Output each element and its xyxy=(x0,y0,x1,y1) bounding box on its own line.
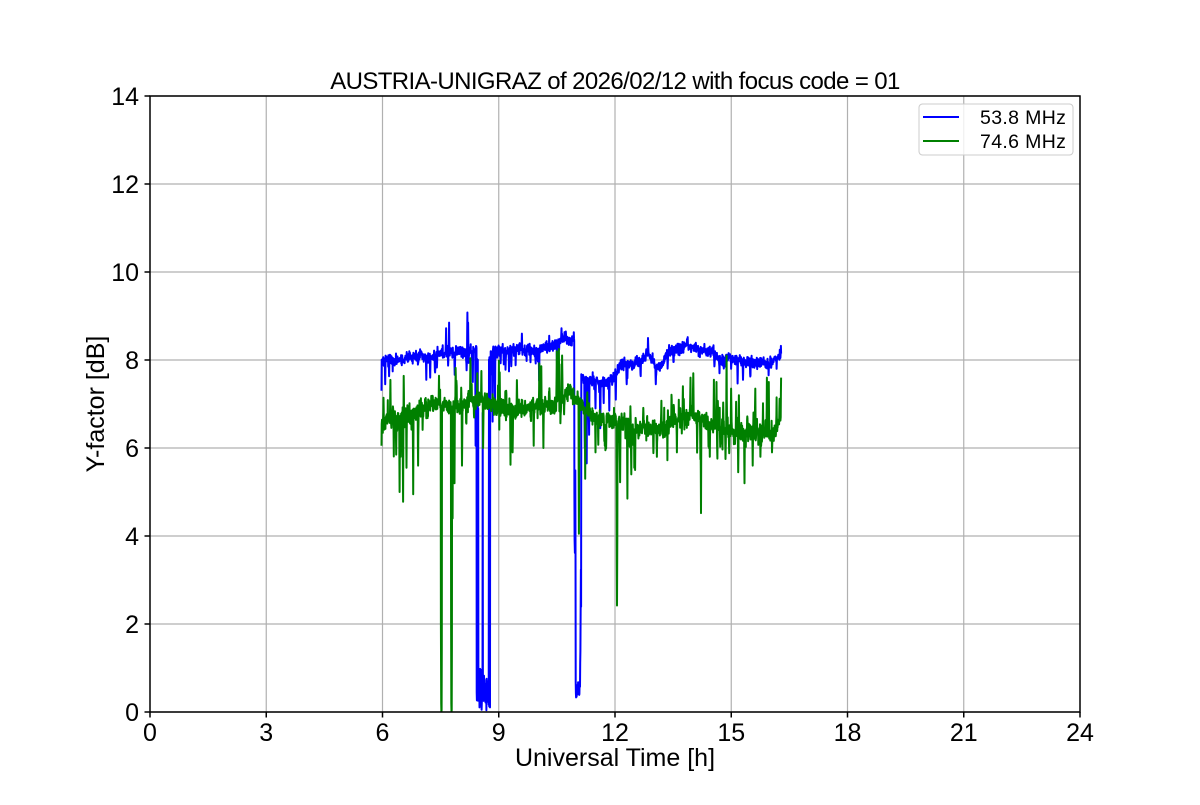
svg-text:6: 6 xyxy=(376,719,390,747)
svg-text:0: 0 xyxy=(125,699,139,727)
svg-text:4: 4 xyxy=(125,523,139,551)
svg-text:24: 24 xyxy=(1066,719,1094,747)
svg-text:AUSTRIA-UNIGRAZ of 2026/02/12: AUSTRIA-UNIGRAZ of 2026/02/12 with focus… xyxy=(330,68,900,95)
svg-text:10: 10 xyxy=(111,259,139,287)
svg-text:12: 12 xyxy=(601,719,629,747)
svg-text:14: 14 xyxy=(111,83,139,111)
svg-text:3: 3 xyxy=(259,719,273,747)
svg-text:53.8 MHz: 53.8 MHz xyxy=(980,107,1066,129)
svg-text:74.6 MHz: 74.6 MHz xyxy=(980,131,1066,153)
svg-text:15: 15 xyxy=(717,719,745,747)
svg-text:0: 0 xyxy=(143,719,157,747)
svg-text:6: 6 xyxy=(125,435,139,463)
svg-text:9: 9 xyxy=(492,719,506,747)
svg-text:21: 21 xyxy=(950,719,978,747)
svg-text:12: 12 xyxy=(111,171,139,199)
svg-text:2: 2 xyxy=(125,611,139,639)
svg-text:Universal Time [h]: Universal Time [h] xyxy=(515,744,715,772)
svg-text:8: 8 xyxy=(125,347,139,375)
svg-text:18: 18 xyxy=(834,719,862,747)
svg-text:Y-factor [dB]: Y-factor [dB] xyxy=(82,336,110,473)
